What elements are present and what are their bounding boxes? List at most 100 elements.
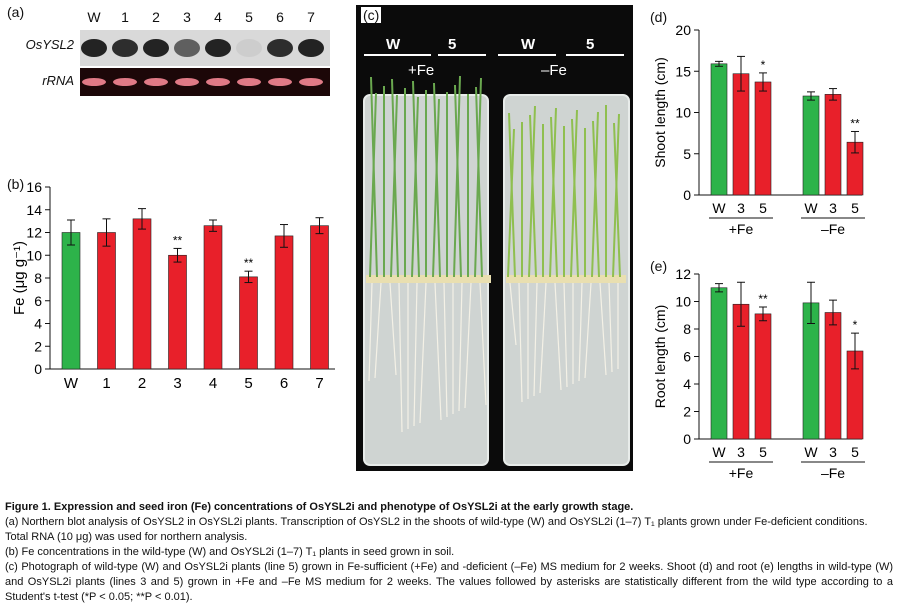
- chart-b-5-bar: [239, 276, 258, 370]
- photo-label-5-plus: 5: [448, 36, 457, 53]
- chart-b-ytick-label-10: 10: [26, 247, 42, 263]
- chart-e-ytick-label-0: 0: [683, 431, 691, 447]
- lane-label-W: W: [87, 9, 101, 25]
- chart-d-0-5-bar: [754, 81, 772, 196]
- chart-b-xlabel-W: W: [64, 375, 79, 392]
- root-5: [413, 282, 418, 427]
- chart-e-0-5-significance: **: [758, 292, 768, 306]
- chart-e-group-label-1: –Fe: [821, 465, 845, 481]
- plant-photograph: (c) W 5 W 5 +Fe –Fe: [356, 5, 633, 471]
- chart-e-0-5-bar: [754, 313, 772, 440]
- osysl2-band-6: [267, 39, 293, 57]
- lane-label-7: 7: [307, 9, 315, 25]
- root-13: [509, 282, 517, 346]
- chart-e-ytick-label-12: 12: [675, 266, 691, 282]
- chart-b-W-bar: [61, 232, 81, 370]
- osysl2-band-3: [174, 39, 200, 57]
- lane-label-3: 3: [183, 9, 191, 25]
- chart-d-xlabel-1-5: 5: [851, 200, 859, 216]
- shoot-13: [454, 84, 462, 278]
- root-14: [518, 282, 523, 403]
- lane-label-2: 2: [152, 9, 160, 25]
- chart-d-xlabel-1-3: 3: [829, 200, 837, 216]
- chart-d-ylabel: Shoot length (cm): [652, 57, 668, 168]
- figure-caption: Figure 1. Expression and seed iron (Fe) …: [5, 500, 893, 605]
- chart-e-1-3-bar: [824, 312, 842, 440]
- chart-d-group-label-0: +Fe: [729, 221, 754, 237]
- chart-e-ytick-label-10: 10: [675, 294, 691, 310]
- chart-b-2-bar: [132, 218, 152, 370]
- root-3: [398, 282, 403, 433]
- photo-condition-minus-fe: –Fe: [541, 62, 567, 79]
- osysl2-band-2: [143, 39, 169, 57]
- chart-b-ytick-label-0: 0: [34, 361, 42, 377]
- chart-e-ytick-label-6: 6: [683, 349, 691, 365]
- chart-e-ytick-label-8: 8: [683, 321, 691, 337]
- chart-e-ytick-label-2: 2: [683, 404, 691, 420]
- chart-b-7-bar: [310, 225, 329, 370]
- rrna-band-7: [299, 78, 323, 86]
- chart-b-ytick-label-12: 12: [26, 225, 42, 241]
- photo-label-w-plus: W: [386, 36, 401, 53]
- chart-b-ytick-label-16: 16: [26, 179, 42, 195]
- root-12: [479, 282, 487, 406]
- rrna-blot: [80, 68, 330, 96]
- shoot-33: [613, 122, 621, 278]
- rrna-band-1: [113, 78, 137, 86]
- chart-e-ytick-label-4: 4: [683, 376, 691, 392]
- chart-e-xlabel-0-5: 5: [759, 444, 767, 460]
- chart-b-3-bar: [168, 254, 187, 370]
- shoot-10: [433, 82, 441, 278]
- photo-label-5-minus: 5: [586, 36, 595, 53]
- lane-label-6: 6: [276, 9, 284, 25]
- chart-d-0-3-bar: [732, 73, 750, 196]
- chart-d-1-3-bar: [824, 94, 842, 196]
- root-16: [533, 282, 538, 397]
- root-1: [374, 282, 382, 379]
- chart-d-ytick-label-15: 15: [675, 63, 691, 79]
- rrna-band-5: [237, 78, 261, 86]
- shoot-4: [391, 78, 399, 278]
- root-24: [608, 282, 613, 373]
- rrna-band-3: [175, 78, 199, 86]
- seed-row-plus-fe: [366, 275, 491, 283]
- chart-d-xlabel-1-W: W: [804, 200, 818, 216]
- chart-b-ytick-label-4: 4: [34, 316, 42, 332]
- shoot-3: [390, 94, 398, 278]
- root-18: [554, 282, 562, 391]
- shoot-9: [432, 98, 440, 278]
- caption-title: Figure 1. Expression and seed iron (Fe) …: [5, 501, 634, 513]
- chart-e-1-5-significance: *: [853, 318, 858, 332]
- root-6: [419, 282, 427, 424]
- rrna-band-4: [206, 78, 230, 86]
- chart-e-0-W-bar: [710, 287, 728, 440]
- rrna-band-6: [268, 78, 292, 86]
- chart-d-xlabel-0-5: 5: [759, 200, 767, 216]
- osysl2-band-7: [298, 39, 324, 57]
- osysl2-band-W: [81, 39, 107, 57]
- chart-b-5-significance: **: [244, 256, 254, 270]
- chart-e-xlabel-1-3: 3: [829, 444, 837, 460]
- chart-b-xlabel-4: 4: [209, 375, 217, 392]
- caption-a: (a) Northern blot analysis of OsYSL2 in …: [5, 516, 868, 543]
- root-21: [578, 282, 583, 382]
- osysl2-row-label: OsYSL2: [25, 37, 74, 52]
- chart-b-ytick-label-8: 8: [34, 270, 42, 286]
- chart-d-xlabel-0-3: 3: [737, 200, 745, 216]
- root-19: [563, 282, 568, 388]
- rrna-band-W: [82, 78, 106, 86]
- osysl2-band-4: [205, 39, 231, 57]
- chart-b-ylabel: Fe (μg g⁻¹): [11, 241, 28, 315]
- chart-d-1-5-significance: **: [850, 116, 860, 130]
- seed-row-minus-fe: [506, 275, 626, 283]
- root-0: [368, 282, 373, 382]
- chart-d-0-5-significance: *: [761, 58, 766, 72]
- lane-label-1: 1: [121, 9, 129, 25]
- shoot-1: [370, 76, 378, 278]
- shoot-16: [475, 86, 483, 278]
- chart-e-xlabel-1-W: W: [804, 444, 818, 460]
- panel-b-label: (b): [7, 176, 25, 192]
